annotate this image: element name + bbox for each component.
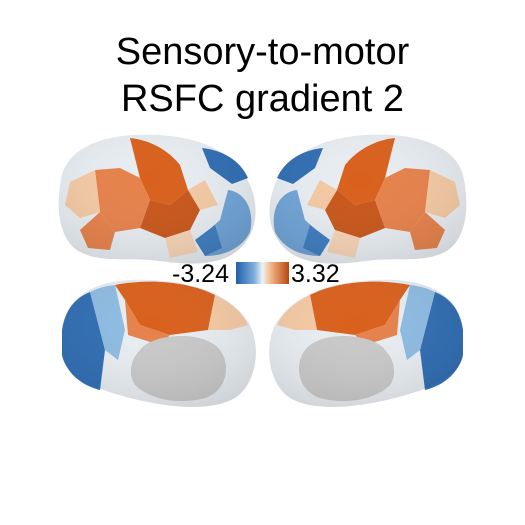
colorbar — [236, 262, 289, 284]
title-line-2: RSFC gradient 2 — [120, 78, 404, 120]
colorbar-min-label: -3.24 — [172, 260, 229, 288]
title-line-1: Sensory-to-motor — [115, 31, 410, 73]
left-medial-hemisphere — [62, 279, 256, 408]
left-lateral-hemisphere — [58, 134, 256, 264]
right-medial-hemisphere — [269, 279, 463, 408]
colorbar-max-label: 3.32 — [291, 260, 340, 288]
right-lateral-hemisphere — [269, 134, 467, 264]
